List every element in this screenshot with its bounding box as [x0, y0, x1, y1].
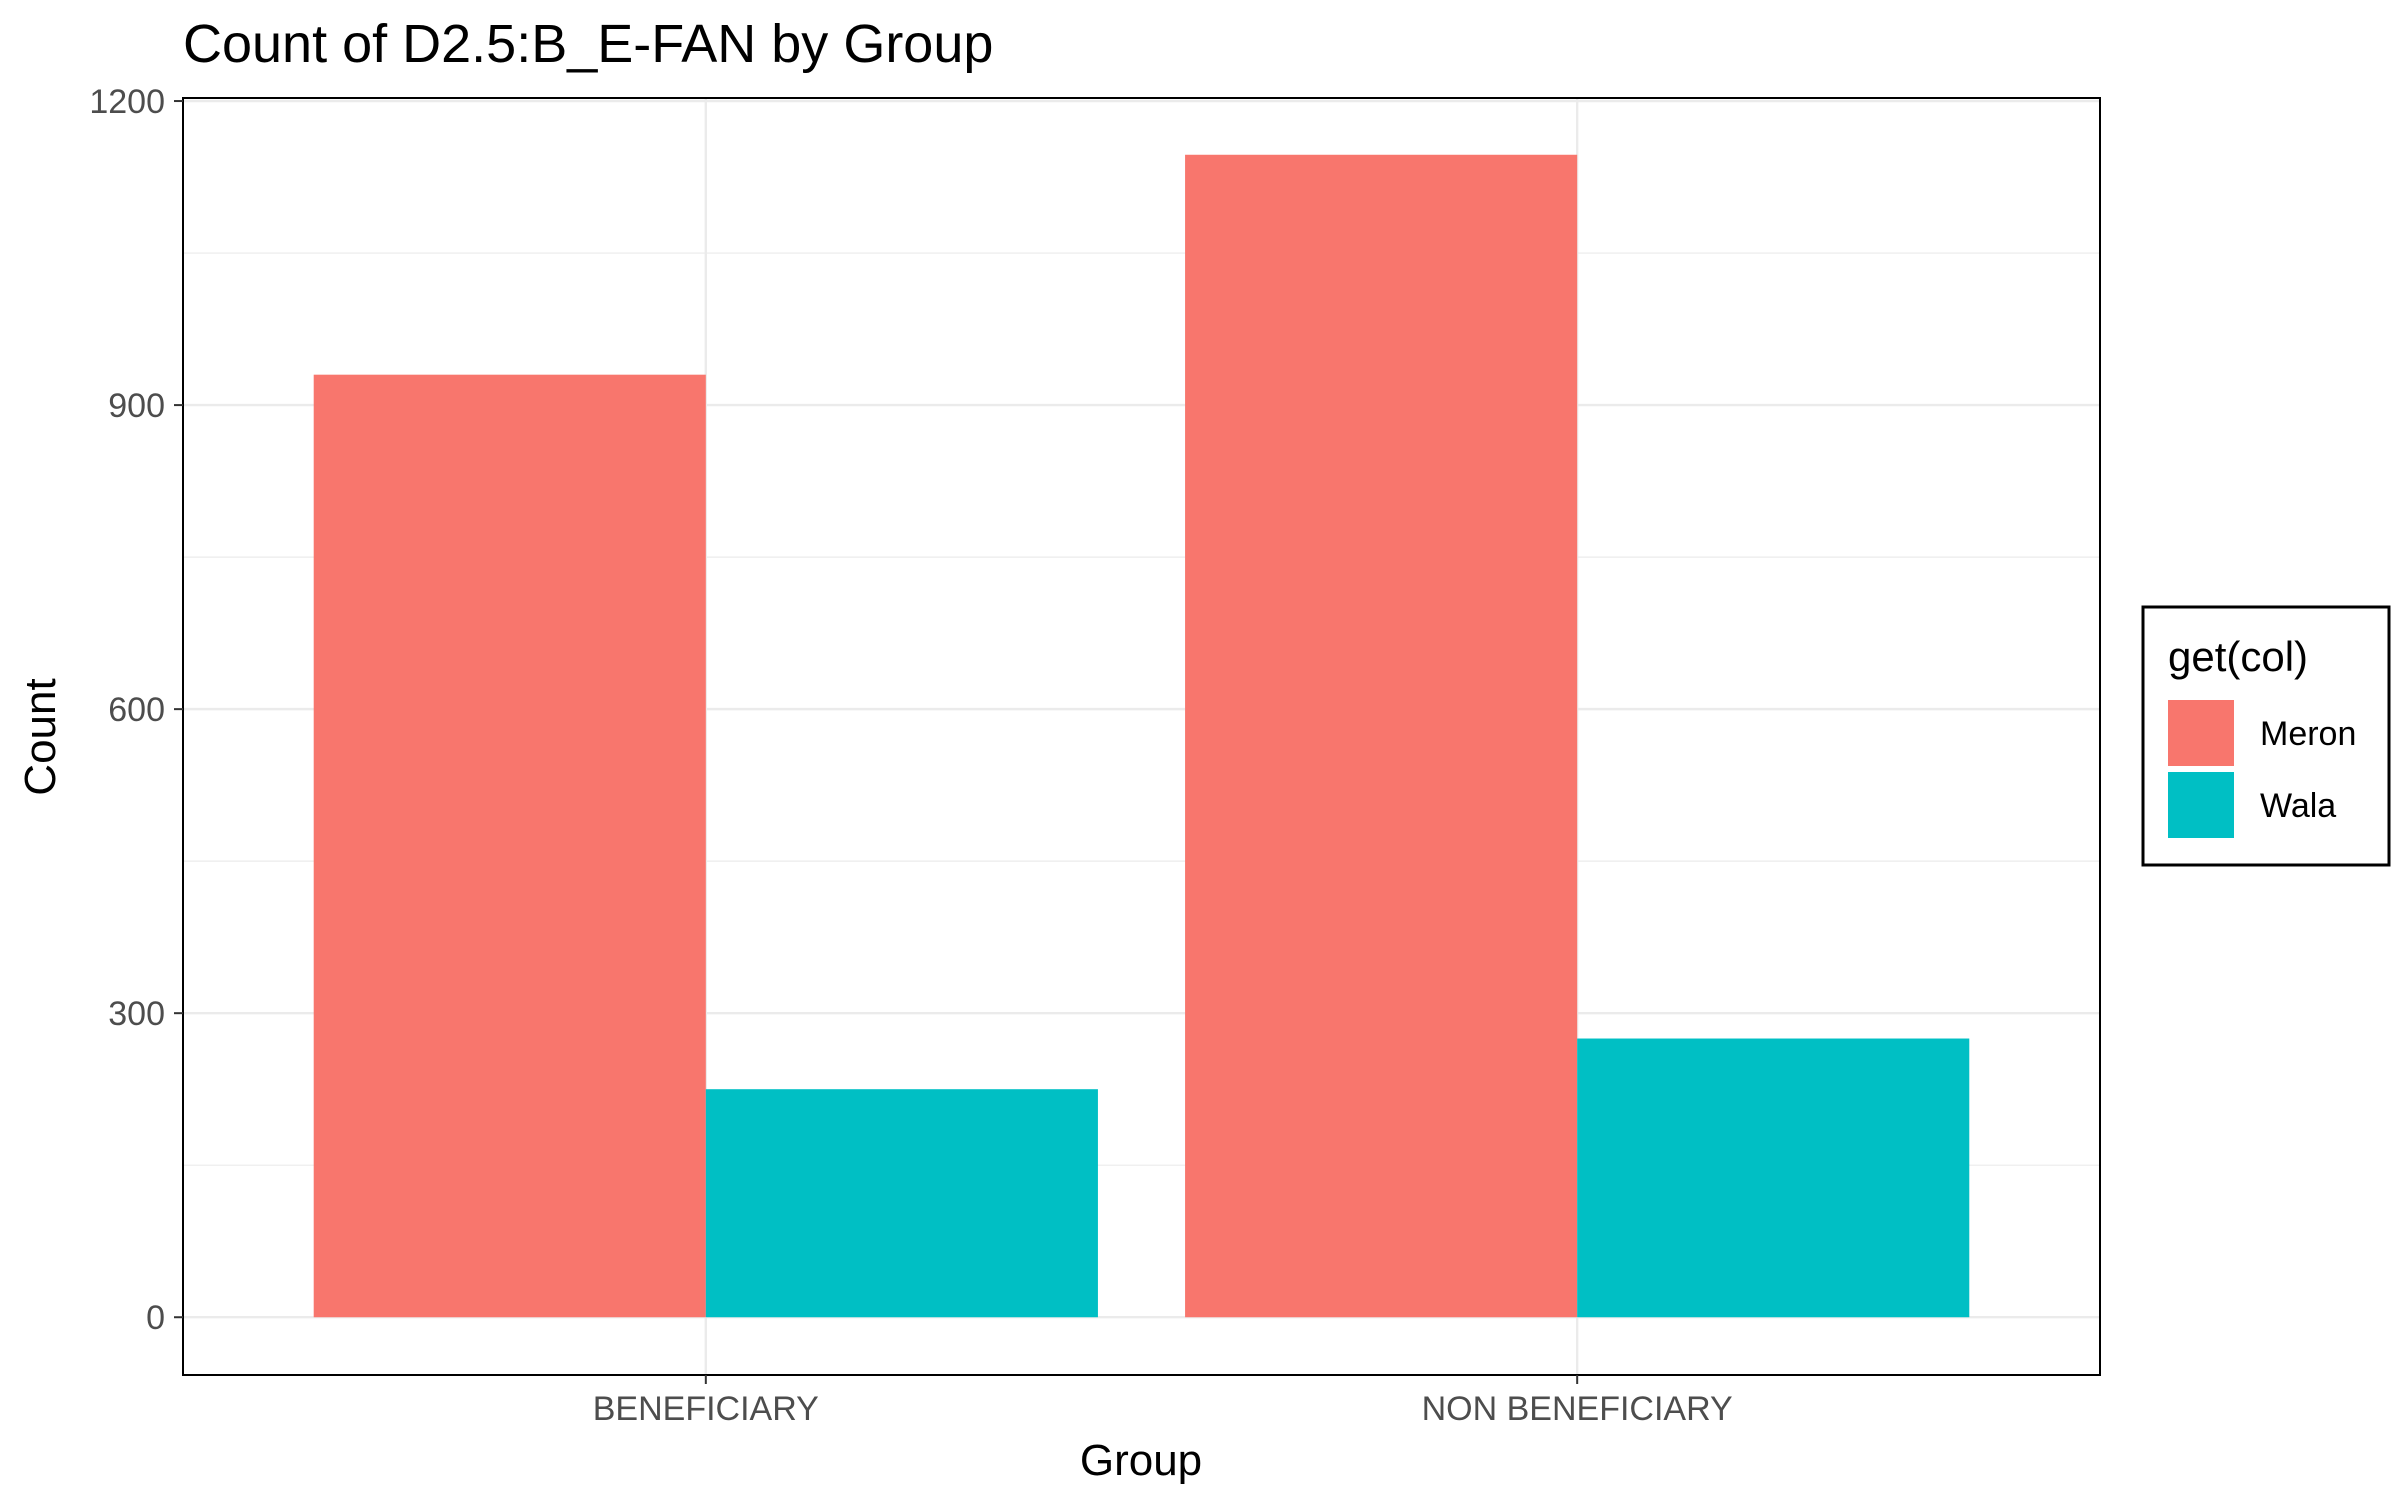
y-tick-label: 300 — [108, 995, 165, 1033]
y-tick-label: 1200 — [89, 83, 165, 121]
plot-panel-border — [182, 97, 2101, 1376]
legend-label-wala: Wala — [2260, 787, 2336, 825]
y-axis-ticks: 0 300 600 900 1200 — [89, 83, 183, 1337]
legend-items: Meron Wala — [2168, 700, 2356, 838]
legend: get(col) Meron Wala — [2141, 605, 2391, 867]
bar-meron-beneficiary — [313, 374, 706, 1318]
y-tick-label: 0 — [146, 1299, 165, 1337]
x-axis-ticks: BENEFICIARY NON BENEFICIARY — [593, 1375, 1733, 1428]
legend-title: get(col) — [2168, 633, 2308, 680]
y-tick-label: 900 — [108, 387, 165, 425]
legend-label-meron: Meron — [2260, 715, 2356, 753]
x-axis-title: Group — [1080, 1436, 1202, 1485]
x-tick-label: NON BENEFICIARY — [1422, 1390, 1733, 1428]
legend-key-meron — [2168, 700, 2234, 766]
bar-meron-non-beneficiary — [1185, 154, 1578, 1318]
legend-key-wala — [2168, 772, 2234, 838]
bars — [313, 154, 1970, 1318]
y-axis-title: Count — [16, 678, 65, 795]
bar-wala-non-beneficiary — [1577, 1038, 1970, 1318]
chart-title: Count of D2.5:B_E-FAN by Group — [183, 14, 993, 74]
bar-wala-beneficiary — [705, 1089, 1098, 1318]
x-tick-label: BENEFICIARY — [593, 1390, 819, 1428]
y-tick-label: 600 — [108, 691, 165, 729]
